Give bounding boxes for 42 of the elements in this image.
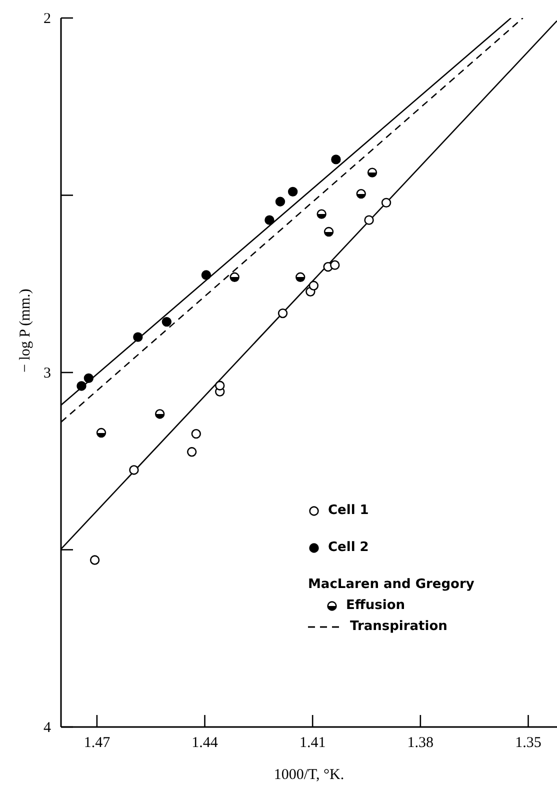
point: [364, 215, 374, 225]
point: [275, 196, 286, 206]
point: [296, 272, 306, 282]
point: [154, 409, 165, 419]
x-tick-label: 1.38: [407, 735, 434, 751]
point: [316, 209, 326, 219]
point: [264, 215, 274, 225]
x-tick-label: 1.35: [515, 735, 542, 751]
point: [191, 428, 201, 439]
y-tick-label: 2: [44, 11, 51, 27]
point: [90, 555, 100, 565]
point: [367, 168, 378, 178]
x-tick-label: 1.41: [299, 735, 326, 751]
annotation: MacLaren and Gregory: [308, 577, 474, 592]
legend-label: Cell 1: [328, 503, 369, 518]
point: [308, 280, 319, 290]
y-axis-title: − log P (mm.): [17, 288, 34, 372]
legend-label: Cell 2: [328, 540, 369, 555]
point: [288, 186, 298, 197]
point: [84, 373, 94, 384]
point: [381, 198, 392, 208]
legend-label: Effusion: [346, 598, 406, 613]
point: [331, 154, 341, 164]
point: [201, 270, 212, 280]
point: [356, 188, 366, 199]
y-tick-label: 3: [44, 366, 51, 382]
x-tick-label: 1.44: [192, 735, 218, 751]
point: [162, 316, 172, 327]
point: [76, 381, 86, 391]
legend-label: Transpiration: [350, 619, 448, 634]
point: [215, 380, 225, 390]
point: [96, 428, 106, 438]
point: [230, 272, 240, 282]
point: [129, 465, 139, 475]
x-axis-title: 1000/T, °K.: [274, 767, 344, 783]
point: [330, 260, 340, 270]
x-tick-label: 1.47: [84, 735, 111, 751]
point: [186, 447, 197, 457]
point: [133, 332, 143, 342]
y-tick-label: 4: [44, 720, 52, 736]
point: [278, 308, 288, 318]
point: [324, 226, 334, 237]
